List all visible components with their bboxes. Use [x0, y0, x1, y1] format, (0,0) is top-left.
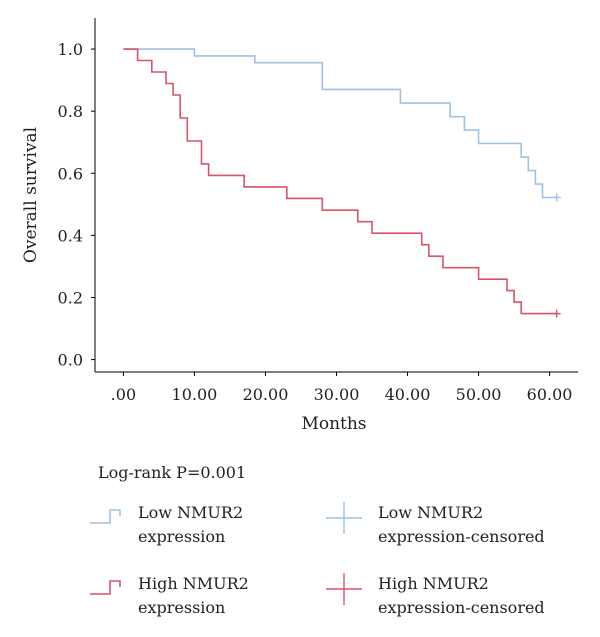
legend-item-3: High NMUR2 expression-censored — [326, 573, 545, 617]
y-tick-label-4: 0.8 — [58, 102, 83, 121]
y-tick-label-2: 0.4 — [58, 226, 83, 245]
x-tick-label-4: 40.00 — [385, 385, 431, 404]
legend-label-2-0: High NMUR2 — [138, 574, 249, 593]
legend-label-0-1: expression — [138, 527, 225, 546]
legend-label-0-0: Low NMUR2 — [138, 503, 243, 522]
legend: Low NMUR2 expression Low NMUR2 expression-c… — [90, 502, 545, 617]
x-tick-label-1: 10.00 — [172, 385, 218, 404]
series-line-1 — [123, 48, 557, 315]
plot-layer — [123, 48, 561, 318]
x-axis-title: Months — [301, 414, 366, 434]
legend-item-1: Low NMUR2 expression-censored — [326, 502, 545, 546]
logrank-annotation: Log-rank P=0.001 — [98, 463, 246, 482]
legend-label-3-0: High NMUR2 — [378, 574, 489, 593]
legend-step-icon — [90, 580, 121, 595]
legend-label-2-1: expression — [138, 598, 225, 617]
x-tick-label-0: .00 — [111, 385, 136, 404]
legend-label-3-1: expression-censored — [378, 598, 545, 617]
legend-step-icon — [90, 509, 121, 524]
legend-label-1-0: Low NMUR2 — [378, 503, 483, 522]
x-tick-label-6: 60.00 — [527, 385, 573, 404]
y-tick-label-5: 1.0 — [58, 40, 83, 59]
legend-label-1-1: expression-censored — [378, 527, 545, 546]
series-line-0 — [123, 48, 557, 199]
censor-mark-0-0 — [552, 193, 561, 202]
y-tick-label-1: 0.2 — [58, 288, 83, 307]
y-axis-title: Overall survival — [21, 127, 41, 263]
ticks-layer: .00 10.00 20.00 30.00 40.00 50.00 60.00 0.0 0.2 0… — [58, 40, 573, 404]
legend-item-0: Low NMUR2 expression — [90, 503, 243, 546]
legend-item-2: High NMUR2 expression — [90, 574, 249, 617]
x-tick-label-2: 20.00 — [243, 385, 289, 404]
censor-mark-1-0 — [552, 309, 561, 318]
y-tick-label-3: 0.6 — [58, 164, 83, 183]
x-tick-label-5: 50.00 — [456, 385, 502, 404]
y-tick-label-0: 0.0 — [58, 351, 83, 370]
x-tick-label-3: 30.00 — [314, 385, 360, 404]
